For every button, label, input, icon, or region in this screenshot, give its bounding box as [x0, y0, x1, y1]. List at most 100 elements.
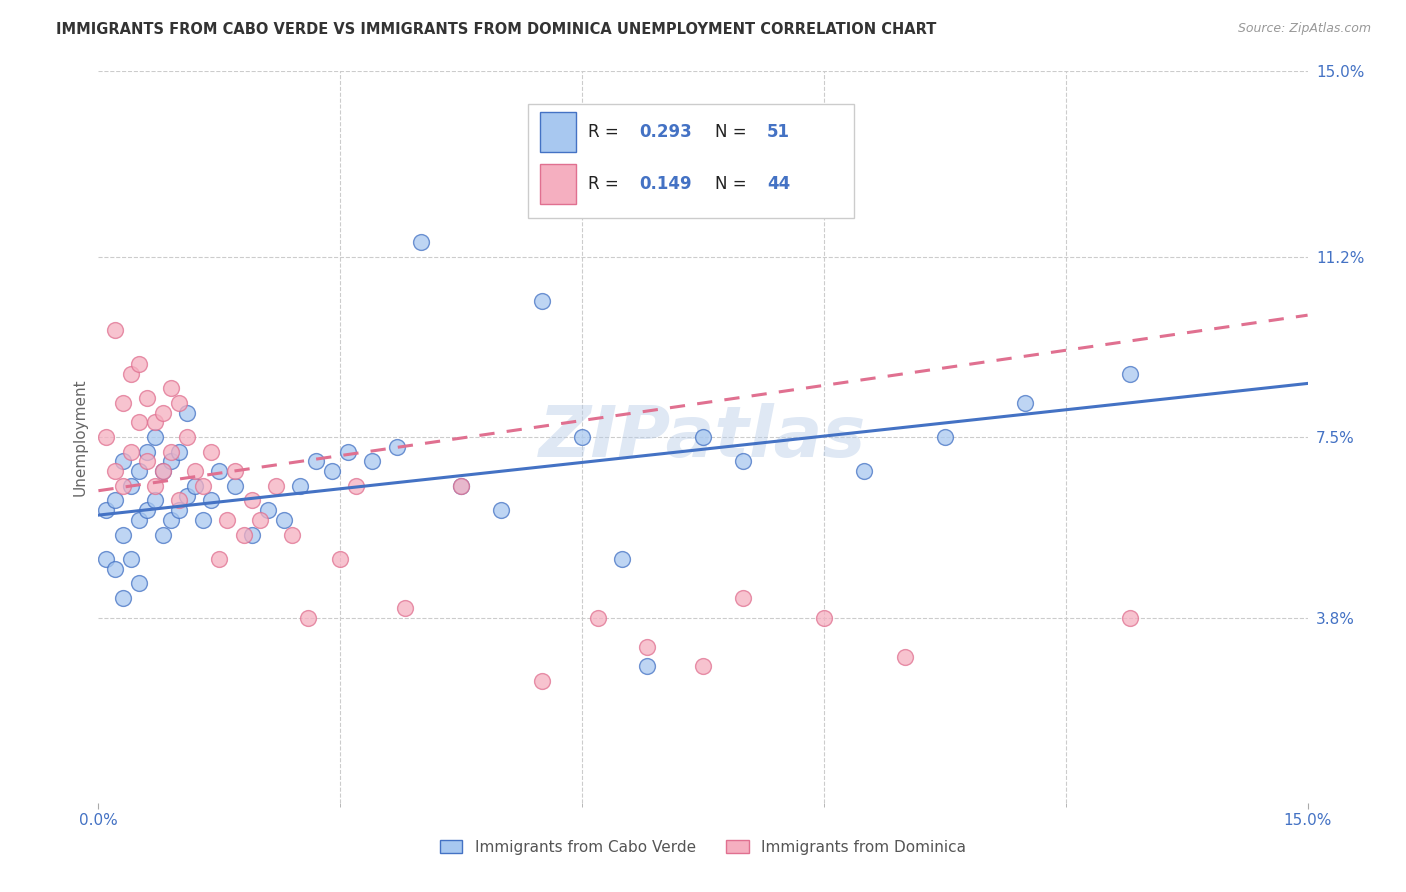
FancyBboxPatch shape	[540, 164, 576, 204]
Point	[224, 464, 246, 478]
Point	[813, 610, 835, 624]
Point	[692, 659, 714, 673]
Point	[143, 430, 166, 444]
Point	[135, 444, 157, 458]
Point	[200, 493, 222, 508]
Point	[409, 235, 432, 249]
FancyBboxPatch shape	[527, 104, 855, 218]
Point	[152, 406, 174, 420]
Point	[224, 479, 246, 493]
Point	[152, 527, 174, 541]
Point	[249, 513, 271, 527]
Point	[297, 610, 319, 624]
Point	[208, 464, 231, 478]
Text: 0.293: 0.293	[638, 123, 692, 141]
Text: IMMIGRANTS FROM CABO VERDE VS IMMIGRANTS FROM DOMINICA UNEMPLOYMENT CORRELATION : IMMIGRANTS FROM CABO VERDE VS IMMIGRANTS…	[56, 22, 936, 37]
Point	[571, 430, 593, 444]
Point	[385, 440, 408, 454]
Point	[135, 454, 157, 468]
Point	[450, 479, 472, 493]
Point	[893, 649, 915, 664]
Point	[636, 659, 658, 673]
Point	[184, 464, 207, 478]
Point	[530, 293, 553, 308]
Point	[1014, 396, 1036, 410]
Point	[111, 591, 134, 605]
Point	[934, 430, 956, 444]
Point	[1119, 610, 1142, 624]
Point	[321, 464, 343, 478]
Point	[152, 464, 174, 478]
Point	[120, 367, 142, 381]
Point	[853, 464, 876, 478]
Point	[135, 391, 157, 405]
Point	[120, 552, 142, 566]
Point	[152, 464, 174, 478]
Point	[167, 396, 190, 410]
Point	[733, 454, 755, 468]
Point	[128, 357, 150, 371]
Point	[160, 454, 183, 468]
Point	[636, 640, 658, 654]
Text: ZIPatlas: ZIPatlas	[540, 402, 866, 472]
Point	[111, 396, 134, 410]
Point	[530, 673, 553, 688]
Point	[200, 444, 222, 458]
Text: 0.149: 0.149	[638, 175, 692, 193]
Point	[103, 562, 125, 576]
Point	[111, 454, 134, 468]
Point	[232, 527, 254, 541]
Text: N =: N =	[716, 123, 752, 141]
Point	[143, 416, 166, 430]
Point	[193, 513, 215, 527]
Point	[167, 493, 190, 508]
Point	[586, 610, 609, 624]
Point	[120, 444, 142, 458]
Point	[160, 513, 183, 527]
Point	[143, 493, 166, 508]
Point	[167, 444, 190, 458]
Point	[176, 406, 198, 420]
Point	[217, 513, 239, 527]
Point	[394, 600, 416, 615]
Point	[193, 479, 215, 493]
Text: R =: R =	[588, 123, 624, 141]
Point	[103, 493, 125, 508]
Point	[160, 444, 183, 458]
Point	[208, 552, 231, 566]
Point	[305, 454, 328, 468]
Point	[337, 444, 360, 458]
Point	[103, 323, 125, 337]
Point	[273, 513, 295, 527]
Point	[111, 479, 134, 493]
Point	[361, 454, 384, 468]
Text: Source: ZipAtlas.com: Source: ZipAtlas.com	[1237, 22, 1371, 36]
Point	[240, 527, 263, 541]
Legend: Immigrants from Cabo Verde, Immigrants from Dominica: Immigrants from Cabo Verde, Immigrants f…	[433, 834, 973, 861]
Point	[128, 464, 150, 478]
Point	[256, 503, 278, 517]
Point	[96, 552, 118, 566]
Point	[128, 416, 150, 430]
Point	[135, 503, 157, 517]
Point	[184, 479, 207, 493]
Point	[167, 503, 190, 517]
Point	[143, 479, 166, 493]
Text: 44: 44	[768, 175, 790, 193]
Point	[329, 552, 352, 566]
Point	[281, 527, 304, 541]
Point	[160, 381, 183, 395]
Point	[176, 489, 198, 503]
Point	[128, 513, 150, 527]
Point	[120, 479, 142, 493]
Point	[176, 430, 198, 444]
Point	[240, 493, 263, 508]
Text: N =: N =	[716, 175, 752, 193]
FancyBboxPatch shape	[540, 112, 576, 152]
Text: R =: R =	[588, 175, 624, 193]
Text: 51: 51	[768, 123, 790, 141]
Point	[692, 430, 714, 444]
Point	[111, 527, 134, 541]
Point	[733, 591, 755, 605]
Point	[288, 479, 311, 493]
